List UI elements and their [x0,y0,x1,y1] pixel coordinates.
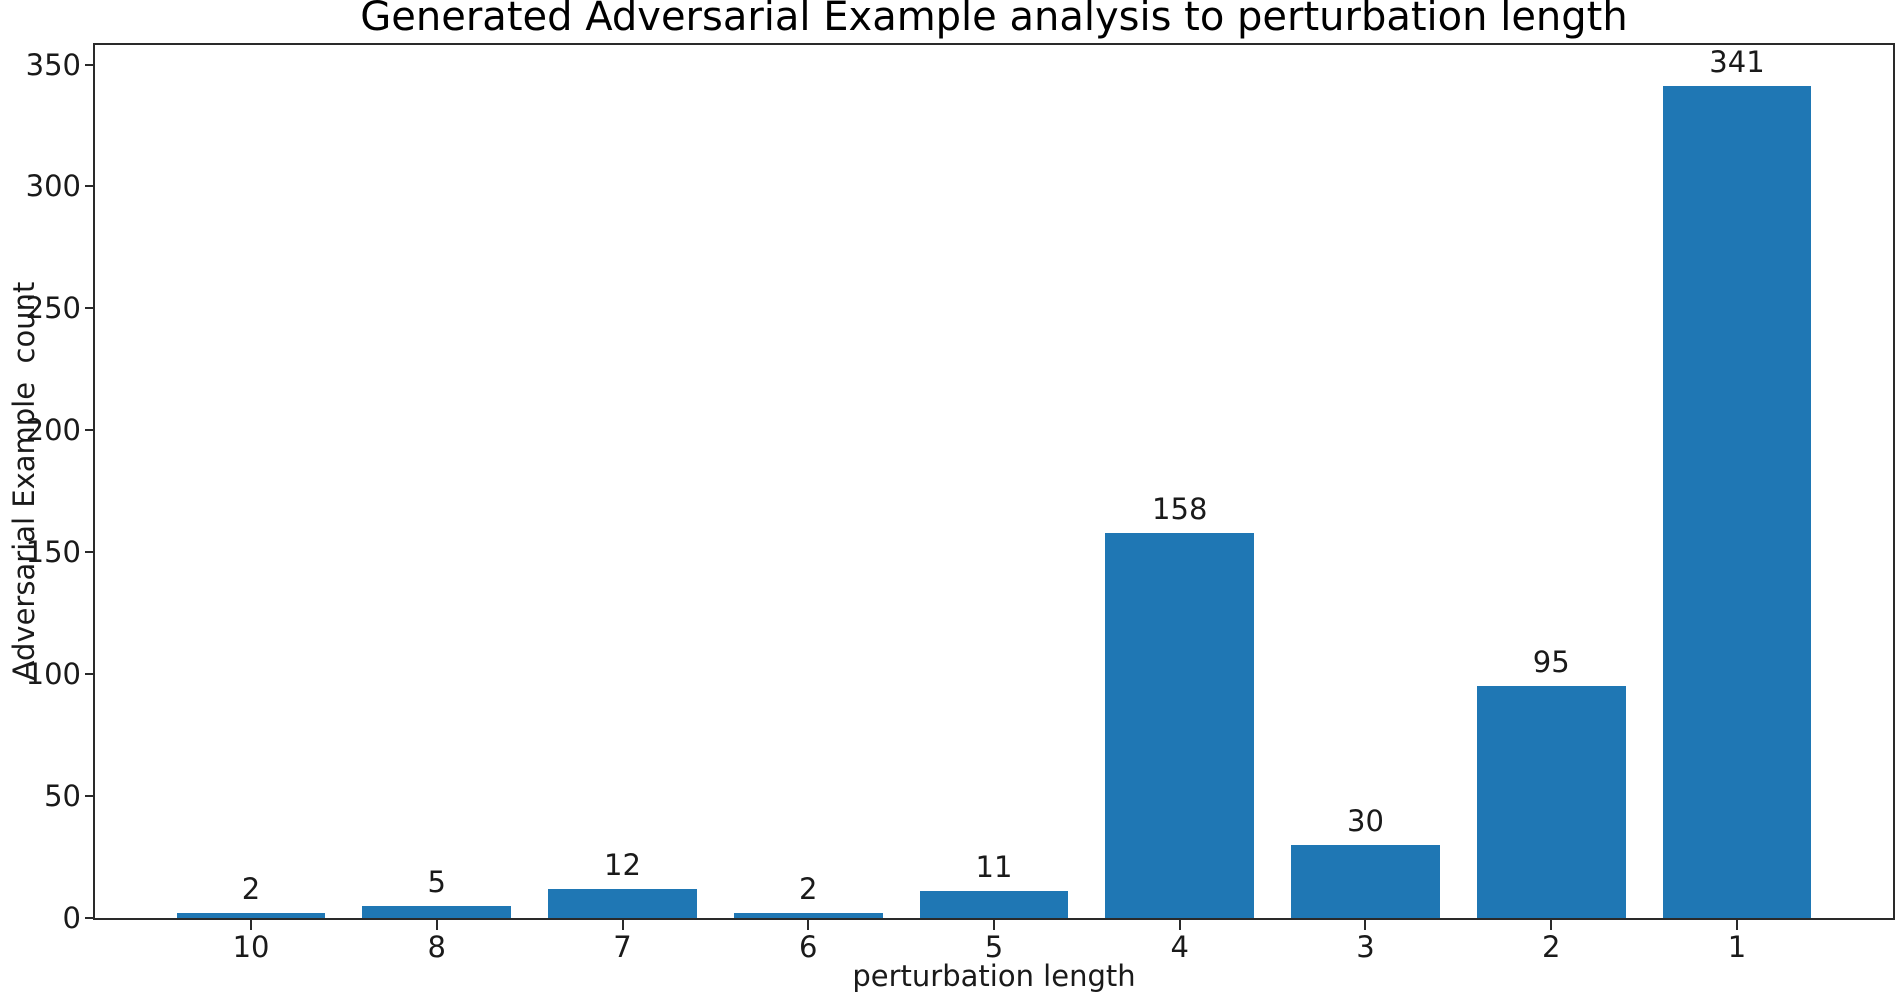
bar [1662,86,1812,918]
bar [1105,532,1255,918]
x-tick-mark [1550,920,1553,930]
y-axis-label: Adversarial Example count [7,281,41,681]
y-tick-mark [85,795,95,798]
y-tick-label: 0 [62,901,81,935]
y-tick-mark [85,307,95,310]
x-tick-mark [1178,920,1181,930]
y-tick-mark [85,917,95,919]
y-tick-label: 200 [25,413,81,448]
x-tick-mark [1364,920,1367,930]
y-tick-label: 300 [25,169,81,204]
x-tick-label: 10 [232,930,270,964]
bar-value-label: 30 [1347,803,1384,838]
bar [733,913,883,918]
y-tick-mark [85,185,95,188]
bar [1291,844,1440,918]
chart-title: Generated Adversarial Example analysis t… [360,0,1628,40]
y-tick-mark [85,63,95,66]
bar [362,905,512,918]
bar [1476,686,1626,918]
y-tick-mark [85,429,95,432]
bar [548,888,697,918]
y-tick-label: 350 [25,47,81,82]
y-tick-label: 250 [25,291,81,326]
x-tick-label: 1 [1727,930,1747,964]
bar [919,891,1069,918]
y-tick-label: 50 [44,779,81,814]
y-tick-mark [85,673,95,676]
bar-value-label: 341 [1709,45,1765,80]
bar [176,913,326,918]
x-tick-mark [993,920,995,930]
x-tick-mark [621,920,624,930]
bar-value-label: 2 [241,872,261,907]
x-tick-label: 5 [984,930,1004,964]
bar-value-label: 95 [1532,645,1570,680]
y-tick-label: 100 [25,657,81,692]
bar-value-label: 2 [799,872,818,907]
x-tick-mark [807,920,810,930]
bar-value-label: 12 [604,847,641,882]
x-tick-label: 4 [1170,930,1189,964]
y-tick-label: 150 [25,535,81,570]
x-axis-label: perturbation length [852,959,1136,993]
x-tick-label: 7 [613,930,632,964]
x-tick-mark [250,920,253,930]
bar-value-label: 5 [427,864,446,899]
x-tick-mark [1735,920,1738,930]
y-tick-mark [85,551,95,554]
x-tick-label: 6 [799,930,818,964]
x-tick-mark [435,920,438,930]
bar-value-label: 11 [975,850,1013,885]
x-tick-label: 2 [1541,930,1561,964]
plot-area [93,43,1895,920]
bar-value-label: 158 [1152,491,1208,526]
x-tick-label: 8 [427,930,446,964]
x-tick-label: 3 [1356,930,1375,964]
